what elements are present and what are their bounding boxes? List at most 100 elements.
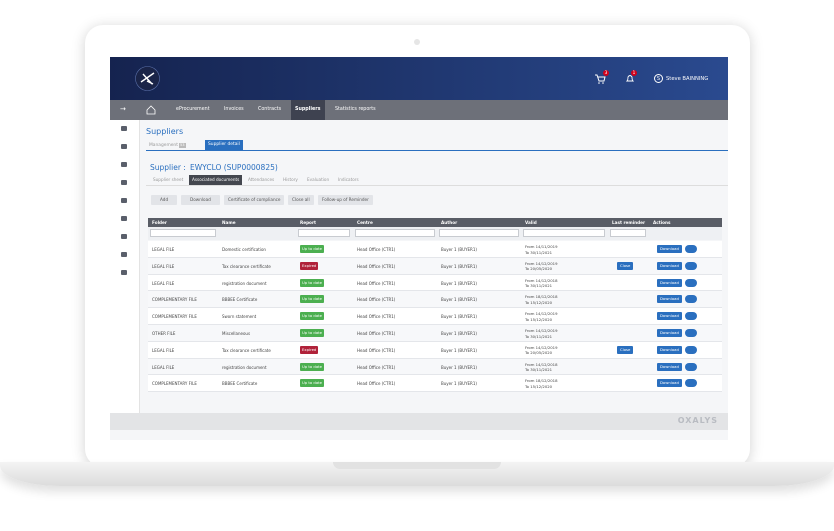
home-icon[interactable] <box>146 105 156 115</box>
action-button[interactable]: Download <box>657 362 682 371</box>
doc-name: registration document <box>222 280 267 286</box>
table-row <box>148 325 722 342</box>
page-title: Suppliers <box>146 127 184 136</box>
sidebar-icon[interactable] <box>121 216 127 221</box>
action-button[interactable]: Close <box>617 261 634 270</box>
bell-icon[interactable] <box>625 73 635 84</box>
filter-input[interactable] <box>523 229 605 237</box>
nav-item[interactable]: Invoices <box>224 107 244 112</box>
valid-from: From 14/12/2018 <box>525 277 558 283</box>
settings-button[interactable] <box>685 379 697 388</box>
sidebar-icon[interactable] <box>121 126 127 131</box>
column-header: Actions <box>653 220 671 225</box>
report-status: Up to date <box>300 295 324 304</box>
tab-badge: 53 <box>179 143 186 148</box>
action-button[interactable]: Download <box>657 329 682 337</box>
action-button[interactable]: Download <box>657 345 682 354</box>
subtab[interactable]: Attendances <box>248 177 275 182</box>
subtab[interactable]: Supplier sheet <box>153 177 184 182</box>
settings-button[interactable] <box>685 245 697 253</box>
folder: COMPLEMENTARY FILE <box>152 314 197 320</box>
report-status: Up to date <box>300 329 324 337</box>
centre: Head Office (CTR1) <box>357 297 396 303</box>
centre: Head Office (CTR1) <box>357 280 396 286</box>
folder: LEGAL FILE <box>152 263 175 269</box>
toolbar-button[interactable]: Add <box>151 195 178 205</box>
doc-name: Tax clearance certificate <box>222 347 271 353</box>
subtab[interactable]: Evaluation <box>307 177 330 182</box>
sidebar-icon[interactable] <box>121 270 127 275</box>
filter-input[interactable] <box>298 229 350 237</box>
folder: COMPLEMENTARY FILE <box>152 297 197 303</box>
subtab[interactable]: History <box>283 177 298 182</box>
action-button[interactable]: Download <box>657 379 682 388</box>
filter-input[interactable] <box>439 229 519 237</box>
cart-icon[interactable] <box>594 73 606 84</box>
doc-name: Sworn statement <box>222 314 257 320</box>
valid-to: To 15/12/2020 <box>525 383 553 389</box>
doc-name: BBBEE Certificate <box>222 297 258 303</box>
action-button[interactable]: Download <box>657 295 682 304</box>
nav-bar: → eProcurement Invoices Contracts Suppliers… <box>110 100 728 120</box>
settings-button[interactable] <box>685 312 697 321</box>
sidebar-icon[interactable] <box>121 162 127 167</box>
sidebar-icon[interactable] <box>121 180 127 185</box>
author: Buyer 1 (BUYER1) <box>441 347 477 353</box>
settings-button[interactable] <box>685 278 697 287</box>
subtab[interactable]: Associated documents <box>189 175 243 185</box>
author: Buyer 1 (BUYER1) <box>441 364 477 370</box>
report-status: Up to date <box>300 245 324 253</box>
collapse-arrow[interactable]: → <box>120 105 126 113</box>
report-status: Up to date <box>300 312 324 321</box>
valid-from: From 18/12/2018 <box>525 294 558 300</box>
sidebar-icon[interactable] <box>121 252 127 257</box>
toolbar-button[interactable]: Download <box>181 195 220 205</box>
action-button[interactable]: Download <box>657 278 682 287</box>
settings-button[interactable] <box>685 345 697 354</box>
table-row <box>148 341 722 359</box>
nav-item[interactable]: Contracts <box>258 107 282 112</box>
action-button[interactable]: Download <box>657 245 682 253</box>
column-header: Valid <box>525 220 537 225</box>
action-button[interactable]: Download <box>657 312 682 321</box>
filter-input[interactable] <box>355 229 435 237</box>
nav-item[interactable]: Statistics reports <box>335 107 376 112</box>
centre: Head Office (CTR1) <box>357 347 396 353</box>
nav-item[interactable]: Suppliers <box>291 100 325 120</box>
settings-button[interactable] <box>685 295 697 304</box>
footer: OXALYS <box>110 413 728 430</box>
sidebar-icon[interactable] <box>121 198 127 203</box>
tab[interactable]: Management <box>149 143 178 148</box>
action-button[interactable]: Download <box>657 261 682 270</box>
valid-from: From 14/12/2019 <box>525 311 558 317</box>
table-row <box>148 358 722 376</box>
toolbar-button[interactable]: Certificate of compliance <box>224 195 285 205</box>
app-header: 3 1 S Steve BAINNING <box>110 57 728 100</box>
author: Buyer 1 (BUYER1) <box>441 314 477 320</box>
column-header: Report <box>300 220 317 225</box>
nav-item[interactable]: eProcurement <box>176 107 210 112</box>
action-button[interactable]: Close <box>617 345 634 354</box>
settings-button[interactable] <box>685 362 697 371</box>
valid-to: To 30/11/2021 <box>525 283 553 289</box>
sidebar-icon[interactable] <box>121 234 127 239</box>
subtab[interactable]: Indicators <box>338 177 359 182</box>
valid-to: To 15/12/2020 <box>525 316 553 322</box>
valid-to: To 15/12/2020 <box>525 299 553 305</box>
user-avatar[interactable]: S <box>654 74 663 83</box>
valid-from: From 14/12/2019 <box>525 344 558 350</box>
report-status: Expired <box>300 261 319 270</box>
settings-button[interactable] <box>685 329 697 337</box>
settings-button[interactable] <box>685 261 697 270</box>
table-row <box>148 257 722 275</box>
toolbar-button[interactable]: Close all <box>288 195 314 205</box>
content: Suppliers Management 53 Supplier detail Supp… <box>140 120 728 413</box>
filter-input[interactable] <box>150 229 216 237</box>
toolbar-button[interactable]: Follow-up of Reminder <box>318 195 373 205</box>
tab-active[interactable]: Supplier detail <box>205 140 243 150</box>
user-name[interactable]: Steve BAINNING <box>666 76 709 82</box>
sidebar-icon[interactable] <box>121 144 127 149</box>
alert-badge: 1 <box>631 70 637 76</box>
filter-input[interactable] <box>610 229 646 237</box>
